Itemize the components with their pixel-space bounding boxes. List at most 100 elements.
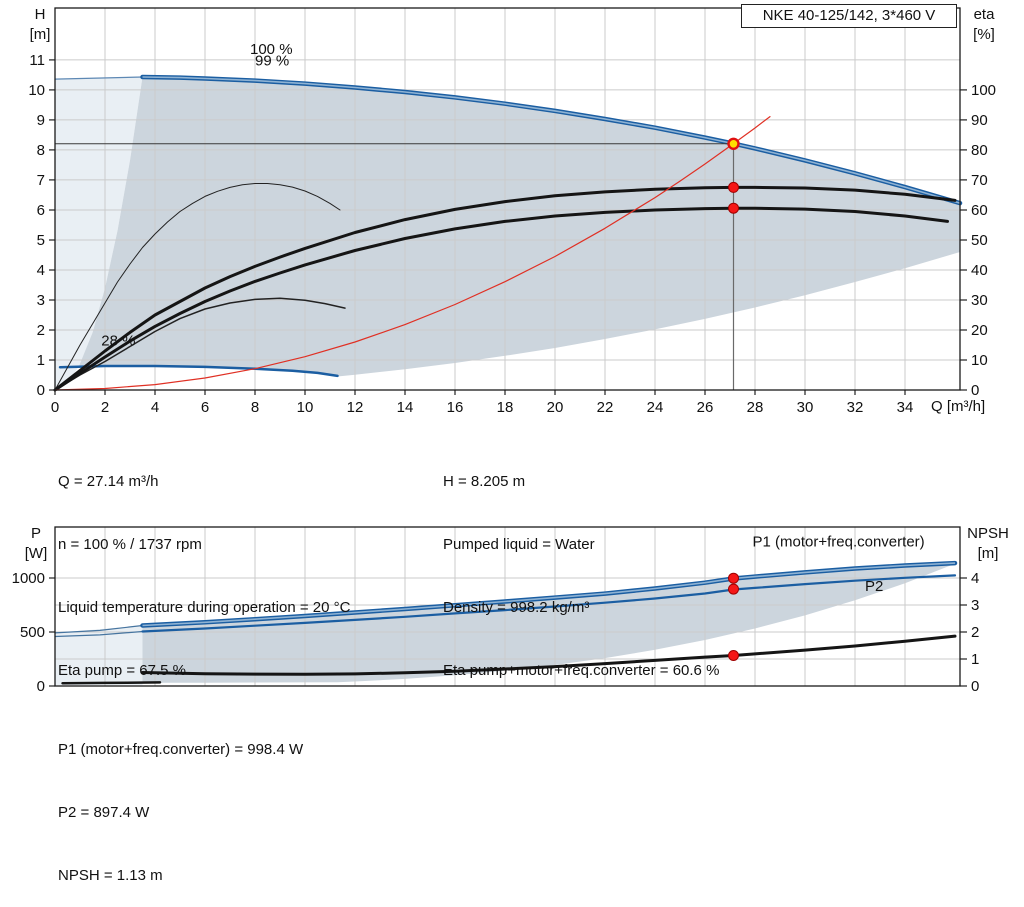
x-tick-label: 0 — [51, 399, 59, 416]
p2-lead-curve — [54, 630, 144, 638]
y-left-tick-label: 0 — [37, 678, 45, 695]
power-npsh-chart: P1 (motor+freq.converter) P2 0 500 1000 0 1 2 3 4 — [12, 526, 979, 695]
info-line-temperature: Liquid temperature during operation = 20… — [58, 599, 351, 616]
y-left-tick-label: 4 — [37, 262, 45, 279]
x-tick-label: 4 — [151, 399, 159, 416]
x-tick-label: 8 — [251, 399, 259, 416]
duty-npsh-point — [728, 650, 739, 661]
h-axis-unit: [m] — [29, 26, 51, 43]
x-tick-label: 14 — [397, 399, 414, 416]
y-right-tick-label: 0 — [971, 678, 979, 695]
info-line-q: Q = 27.14 m³/h — [58, 473, 159, 490]
curve-label: P1 (motor+freq.converter) — [753, 534, 925, 551]
x-tick-label: 22 — [597, 399, 614, 416]
info-line-p2: P2 = 897.4 W — [58, 804, 150, 821]
qh-curve-100-highlight — [142, 76, 961, 204]
info-line-npsh: NPSH = 1.13 m — [58, 867, 163, 884]
y-left-tick-label: 5 — [37, 232, 45, 249]
x-tick-label: 34 — [897, 399, 914, 416]
info-line-density: Density = 998.2 kg/m³ — [443, 599, 590, 616]
duty-info-right: H = 8.205 m Pumped liquid = Water Densit… — [443, 429, 719, 702]
eta-pump-curve — [53, 185, 957, 392]
eta-axis-unit: [%] — [973, 26, 995, 43]
x-tick-label: 26 — [697, 399, 714, 416]
pump-charts: 100 %99 %28 %012345678910110102030405060… — [12, 7, 996, 695]
low-flow-area — [55, 625, 143, 686]
curve-label: P2 — [865, 578, 883, 595]
plot-frame — [54, 7, 961, 391]
eta-total-curve — [53, 206, 949, 392]
x-tick-label: 12 — [347, 399, 364, 416]
pump-model-title: NKE 40-125/142, 3*460 V — [741, 4, 957, 28]
duty-qh-point — [727, 137, 740, 151]
info-line-liquid: Pumped liquid = Water — [443, 536, 595, 553]
y-right-tick-label: 20 — [971, 322, 988, 339]
y-right-tick-label: 40 — [971, 262, 988, 279]
y-left-tick-label: 2 — [37, 322, 45, 339]
x-tick-label: 32 — [847, 399, 864, 416]
y-right-tick-label: 0 — [971, 382, 979, 399]
x-tick-label: 18 — [497, 399, 514, 416]
info-line-eta-pump: Eta pump = 67.5 % — [58, 662, 186, 679]
x-tick-label: 10 — [297, 399, 314, 416]
y-right-tick-label: 50 — [971, 232, 988, 249]
p1-curve-highlight — [142, 562, 956, 627]
duty-eta-total-point — [728, 202, 739, 214]
x-tick-label: 20 — [547, 399, 564, 416]
y-right-tick-label: 4 — [971, 570, 979, 587]
x-tick-label: 6 — [201, 399, 209, 416]
operating-range-area — [142, 563, 955, 683]
info-line-p1: P1 (motor+freq.converter) = 998.4 W — [58, 741, 304, 758]
x-tick-label: 28 — [747, 399, 764, 416]
eta-total-28-curve — [54, 297, 346, 391]
h-axis-title: H — [34, 6, 46, 23]
x-tick-label: 16 — [447, 399, 464, 416]
y-left-tick-label: 9 — [37, 112, 45, 129]
y-right-tick-label: 70 — [971, 172, 988, 189]
y-left-tick-label: 1000 — [12, 570, 45, 587]
info-line-speed: n = 100 % / 1737 rpm — [58, 536, 202, 553]
qh-curve-28 — [58, 364, 339, 378]
y-left-tick-label: 11 — [29, 52, 45, 69]
y-right-tick-label: 10 — [971, 352, 988, 369]
npsh-axis-title: NPSH — [967, 525, 1009, 542]
y-left-tick-label: 8 — [37, 142, 45, 159]
eta-axis-title: eta — [973, 6, 995, 23]
duty-info-left: Q = 27.14 m³/h n = 100 % / 1737 rpm Liqu… — [58, 429, 350, 702]
y-left-tick-label: 1 — [37, 352, 45, 369]
p-axis-title: P — [30, 525, 41, 542]
y-right-tick-label: 80 — [971, 142, 988, 159]
y-right-tick-label: 90 — [971, 112, 988, 129]
qh-curve-extension — [54, 76, 144, 80]
y-right-tick-label: 100 — [971, 82, 996, 99]
p2-curve — [141, 574, 957, 633]
npsh-curve — [141, 634, 957, 676]
p1-lead-curve — [54, 624, 144, 634]
npsh-axis-unit: [m] — [977, 545, 999, 562]
duty-eta-pump-point — [728, 181, 739, 193]
p-axis-unit: [W] — [24, 545, 48, 562]
info-line-eta-total: Eta pump+motor+freq.converter = 60.6 % — [443, 662, 720, 679]
power-info: P1 (motor+freq.converter) = 998.4 W P2 =… — [58, 697, 303, 907]
y-left-tick-label: 7 — [37, 172, 45, 189]
y-left-tick-label: 3 — [37, 292, 45, 309]
control-curve — [54, 115, 771, 391]
y-right-tick-label: 2 — [971, 624, 979, 641]
y-left-tick-label: 10 — [28, 82, 45, 99]
y-right-tick-label: 3 — [971, 597, 979, 614]
y-right-tick-label: 60 — [971, 202, 988, 219]
x-tick-label: 30 — [797, 399, 814, 416]
curve-label: 28 % — [101, 333, 135, 350]
pump-datasheet-page: { "title_box": "NKE 40-125/142, 3*460 V"… — [11, 4, 1009, 884]
p-min-speed-curve — [61, 681, 162, 685]
h-q-chart: 100 %99 %28 %012345678910110102030405060… — [28, 7, 996, 416]
duty-p1-point — [728, 572, 739, 584]
q-axis-title: Q [m³/h] — [931, 398, 986, 415]
x-tick-label: 2 — [101, 399, 109, 416]
curve-label: 100 % — [250, 41, 293, 58]
y-right-tick-label: 1 — [971, 651, 979, 668]
y-left-tick-label: 6 — [37, 202, 45, 219]
curve-label: 99 % — [255, 52, 289, 69]
info-line-head: H = 8.205 m — [443, 473, 526, 490]
operating-range-area — [79, 77, 960, 377]
